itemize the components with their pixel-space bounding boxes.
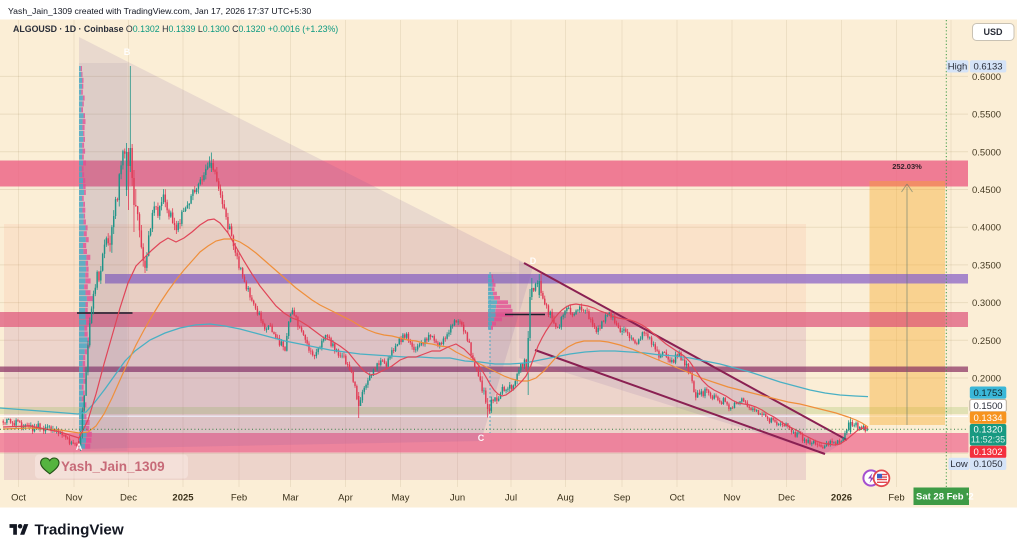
svg-text:Mar: Mar [282,493,298,504]
svg-text:252.03%: 252.03% [892,162,922,171]
svg-text:C: C [478,433,485,443]
svg-text:0.5000: 0.5000 [972,147,1001,158]
svg-text:May: May [392,493,410,504]
svg-text:0.3500: 0.3500 [972,260,1001,271]
svg-text:Yash_Jain_1309: Yash_Jain_1309 [61,459,165,474]
svg-text:Aug: Aug [557,493,574,504]
svg-text:0.4000: 0.4000 [972,223,1001,234]
svg-text:Sep: Sep [614,493,631,504]
svg-text:Feb: Feb [231,493,247,504]
svg-text:Dec: Dec [778,493,795,504]
svg-text:2026: 2026 [831,493,852,504]
svg-text:0.1334: 0.1334 [973,413,1002,424]
svg-text:0.4500: 0.4500 [972,185,1001,196]
svg-text:11:52:35: 11:52:35 [971,435,1005,445]
svg-text:Oct: Oct [670,493,685,504]
svg-text:0.1302: 0.1302 [973,447,1002,458]
svg-text:0.6133: 0.6133 [973,62,1002,73]
svg-text:USD: USD [983,27,1003,37]
svg-text:0.3000: 0.3000 [972,298,1001,309]
svg-text:A: A [76,442,83,452]
svg-text:0.1753: 0.1753 [973,388,1002,399]
svg-text:0.2000: 0.2000 [972,374,1001,385]
svg-text:Jul: Jul [505,493,517,504]
svg-text:Oct: Oct [11,493,26,504]
svg-text:0.6000: 0.6000 [972,72,1001,83]
svg-text:High: High [948,62,968,73]
svg-text:0.1500: 0.1500 [973,401,1002,412]
svg-text:TradingView: TradingView [35,522,124,539]
svg-text:B: B [124,47,131,57]
svg-text:0.1050: 0.1050 [973,459,1002,470]
svg-text:Jun: Jun [450,493,465,504]
svg-text:0.1320: 0.1320 [973,425,1002,436]
svg-text:Feb: Feb [888,493,904,504]
svg-text:ALGOUSD · 1D · Coinbase O0.13: ALGOUSD · 1D · Coinbase O0.1302 H0.1339 … [13,24,338,34]
svg-text:Nov: Nov [724,493,741,504]
svg-text:0.2500: 0.2500 [972,336,1001,347]
svg-text:Apr: Apr [338,493,353,504]
svg-text:Low: Low [950,459,968,470]
svg-text:Dec: Dec [120,493,137,504]
svg-text:2025: 2025 [172,493,194,504]
svg-text:Nov: Nov [66,493,83,504]
svg-text:Yash_Jain_1309 created with Tr: Yash_Jain_1309 created with TradingView.… [8,6,311,16]
svg-text:0.5500: 0.5500 [972,110,1001,121]
svg-text:D: D [530,256,537,266]
svg-text:Sat 28 Feb '2: Sat 28 Feb '2 [916,492,974,503]
